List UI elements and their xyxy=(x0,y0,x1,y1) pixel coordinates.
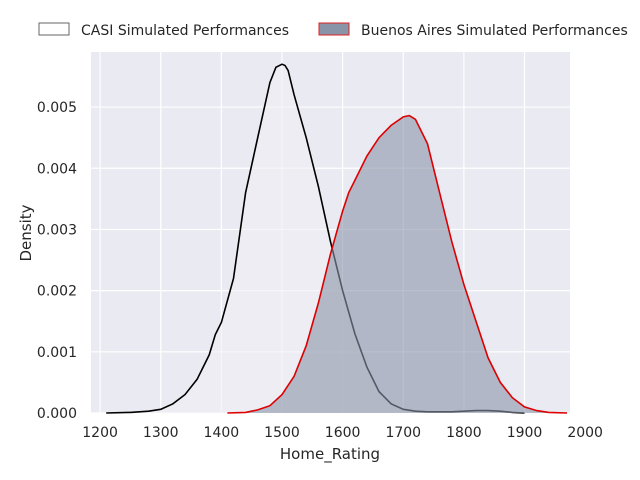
x-tick-label: 1900 xyxy=(507,425,543,441)
legend: CASI Simulated Performances Buenos Aires… xyxy=(38,22,628,39)
density-area-casi xyxy=(106,64,525,413)
x-tick-label: 1800 xyxy=(446,425,482,441)
legend-label-buenos-aires: Buenos Aires Simulated Performances xyxy=(361,23,628,39)
density-line-buenos-aires xyxy=(227,114,568,414)
y-tick-label: 0.004 xyxy=(37,161,77,177)
y-tick-label: 0.001 xyxy=(37,345,77,361)
x-axis-ticks: 1200 1300 1400 1500 1600 1700 1800 1900 2000 xyxy=(82,425,603,441)
density-area-buenos-aires xyxy=(227,115,567,413)
density-areas xyxy=(106,63,568,414)
x-tick-label: 1700 xyxy=(385,425,421,441)
y-tick-label: 0.002 xyxy=(37,284,77,300)
x-tick-label: 1600 xyxy=(325,425,361,441)
x-tick-label: 1400 xyxy=(204,425,240,441)
y-tick-label: 0.000 xyxy=(37,406,77,422)
y-axis-title: Density xyxy=(17,204,35,261)
x-axis-title: Home_Rating xyxy=(280,445,380,464)
legend-swatch-casi xyxy=(38,22,70,36)
x-tick-label: 2000 xyxy=(567,425,603,441)
x-tick-label: 1300 xyxy=(143,425,179,441)
y-axis-ticks: 0.000 0.001 0.002 0.003 0.004 0.005 xyxy=(37,100,77,422)
legend-swatch-buenos-aires xyxy=(318,22,350,36)
legend-label-casi: CASI Simulated Performances xyxy=(81,23,289,39)
x-tick-label: 1500 xyxy=(264,425,300,441)
y-tick-label: 0.005 xyxy=(37,100,77,116)
y-tick-label: 0.003 xyxy=(37,222,77,238)
x-tick-label: 1200 xyxy=(82,425,118,441)
